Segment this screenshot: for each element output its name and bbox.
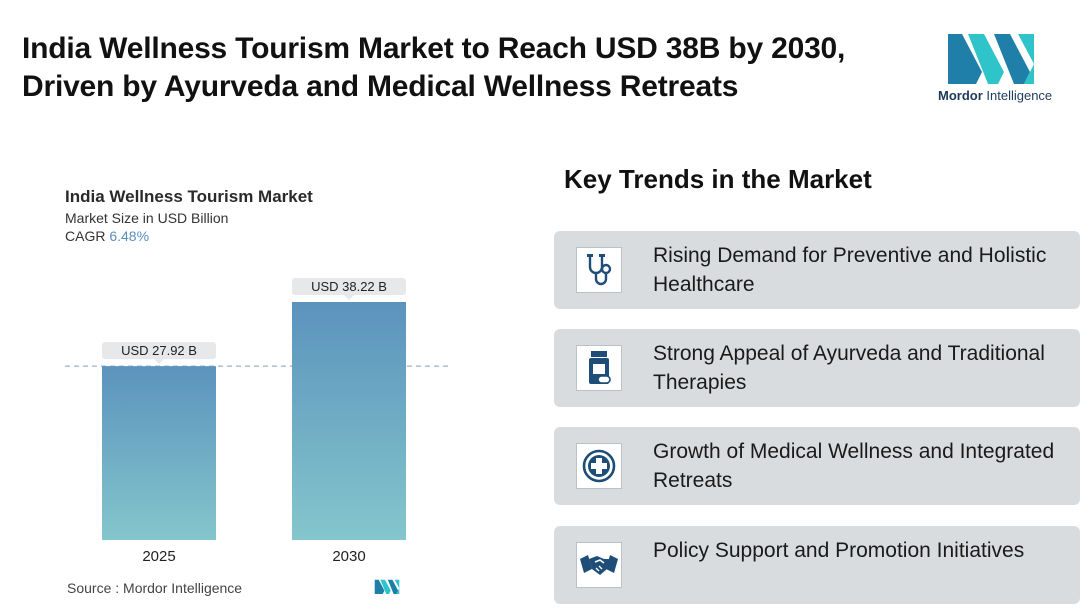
data-label-pointer (154, 359, 164, 365)
stethoscope-icon (587, 254, 612, 286)
trend-card: Growth of Medical Wellness and Integrate… (554, 427, 1080, 505)
data-label-bg (102, 342, 216, 360)
data-label-pointer (344, 295, 354, 300)
bar (292, 302, 406, 540)
brand-name: Mordor Intelligence (938, 88, 1053, 103)
trend-label: Policy Support and Promotion Initiatives (653, 539, 1025, 562)
trend-card: Rising Demand for Preventive and Holisti… (554, 231, 1080, 309)
bar-chart: USD 27.92 B 2025 USD 38.22 B 2030 (65, 278, 448, 565)
brand-logo: Mordor Intelligence (938, 28, 1062, 108)
trends-title: Key Trends in the Market (564, 164, 872, 194)
handshake-icon (580, 555, 618, 575)
trend-icon-box (576, 345, 622, 391)
trend-card: Strong Appeal of Ayurveda and Traditiona… (554, 329, 1080, 407)
x-tick-label: 2030 (332, 548, 365, 565)
medical-cross-icon (582, 449, 616, 483)
trend-label: Strong Appeal of Ayurveda and Traditiona… (653, 342, 1045, 394)
trend-icon-box (576, 542, 622, 588)
page-headline: India Wellness Tourism Market to Reach U… (22, 32, 846, 103)
mordor-small-logo-icon (374, 579, 400, 594)
mordor-logo-icon (948, 34, 1034, 84)
trend-icon-box (576, 247, 622, 293)
chart-cagr: CAGR 6.48% (65, 228, 150, 244)
bar (102, 366, 216, 540)
data-label: USD 27.92 B (121, 343, 197, 358)
chart-header: India Wellness Tourism Market Market Siz… (65, 187, 313, 244)
chart-title: India Wellness Tourism Market (65, 187, 313, 206)
data-label: USD 38.22 B (311, 279, 387, 294)
data-label-bg (292, 278, 406, 295)
trend-label: Rising Demand for Preventive and Holisti… (653, 244, 1047, 296)
trend-label: Growth of Medical Wellness and Integrate… (653, 440, 1055, 492)
source-note: Source : Mordor Intelligence (67, 580, 243, 596)
x-tick-label: 2025 (142, 548, 175, 565)
chart-subtitle: Market Size in USD Billion (65, 210, 229, 226)
cagr-value: 6.48% (109, 228, 150, 244)
trend-card: Policy Support and Promotion Initiatives (554, 526, 1080, 604)
trend-icon-box (576, 443, 622, 489)
medicine-bottle-icon (589, 351, 611, 384)
